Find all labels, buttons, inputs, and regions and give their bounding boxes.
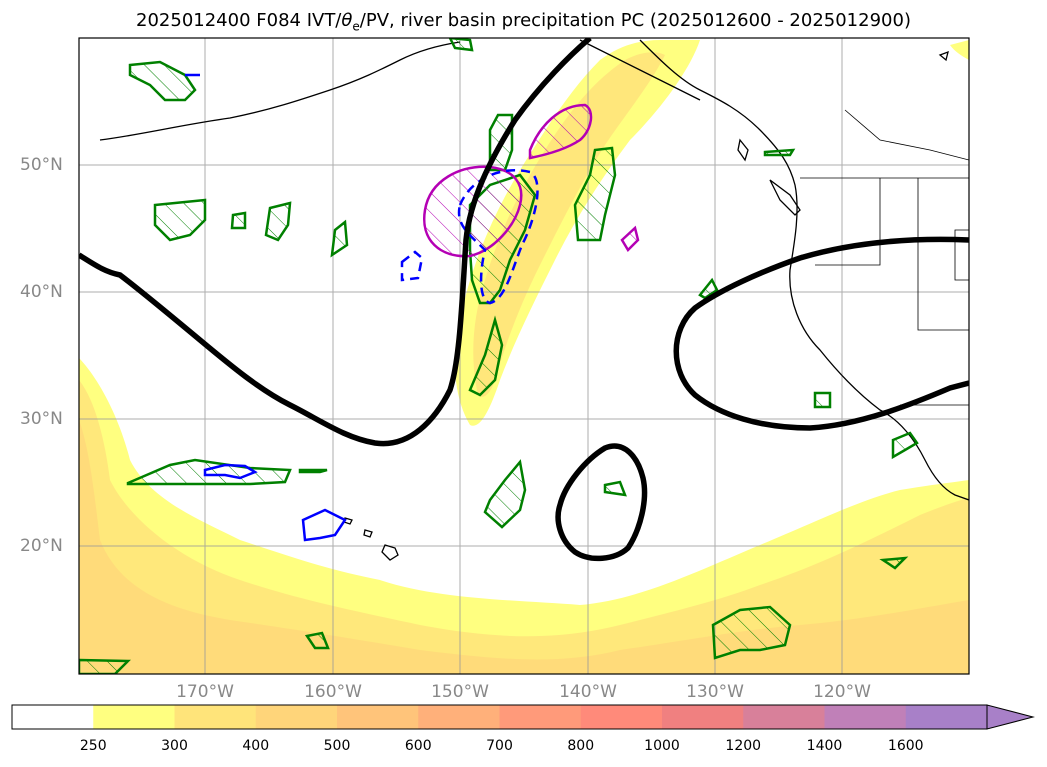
colorbar-tick-label: 700: [486, 738, 513, 754]
colorbar-tick-label: 1400: [806, 738, 843, 754]
colorbar-segment: [174, 705, 257, 729]
lon-label-130w: 130°W: [686, 682, 744, 702]
colorbar-tick-label: 600: [404, 738, 432, 754]
lat-label-40n: 40°N: [20, 282, 63, 302]
map-plot: [78, 37, 970, 675]
colorbar-tick-label: 300: [161, 738, 188, 754]
ivt-top-right: [950, 40, 969, 60]
colorbar-segment: [499, 705, 582, 729]
haida-gwaii: [737, 138, 749, 162]
aleutian-islands: [99, 41, 461, 141]
colorbar-segment: [12, 705, 94, 729]
colorbar-segment: [418, 705, 500, 729]
colorbar-tick-label: 250: [79, 738, 107, 754]
lon-label-140w: 140°W: [559, 682, 617, 702]
colorbar-tick-label: 1600: [887, 738, 924, 754]
colorbar-segment: [580, 705, 663, 729]
colorbar-segment: [255, 705, 338, 729]
ivt-band-south-core: [79, 420, 969, 674]
lon-label-160w: 160°W: [304, 682, 362, 702]
lat-label-30n: 30°N: [20, 409, 63, 429]
ivt-band-south-inner: [79, 380, 969, 674]
maui: [363, 529, 373, 538]
colorbar-segment: [662, 705, 744, 729]
colorbar-frame: [11, 704, 988, 730]
jet-contours: [79, 38, 969, 562]
pv-contours-dashed: [400, 169, 539, 305]
colorbar-segment: [824, 705, 907, 729]
plot-frame: [78, 37, 970, 675]
pv-contours: [185, 73, 347, 542]
colorbar-segment: [743, 705, 825, 729]
colorbar-tick-label: 1200: [725, 738, 762, 754]
state-border-2: [917, 178, 969, 331]
lon-label-170w: 170°W: [176, 682, 234, 702]
state-border-1: [815, 178, 881, 266]
colorbar-tick-label: 800: [567, 738, 595, 754]
lon-label-120w: 120°W: [813, 682, 871, 702]
ivt-colorbar: [11, 704, 1035, 730]
hudson-region: [938, 50, 949, 62]
lon-label-150w: 150°W: [431, 682, 489, 702]
colorbar-segment: [905, 705, 988, 729]
colorbar-tick-label: 1000: [644, 738, 680, 754]
map-title: 2025012400 F084 IVT/θe/PV, river basin p…: [136, 10, 911, 34]
lat-label-50n: 50°N: [20, 155, 63, 175]
vancouver-island: [769, 179, 801, 216]
colorbar-segment: [337, 705, 419, 729]
colorbar-tick-label: 400: [242, 738, 270, 754]
hawaii-island: [381, 544, 399, 561]
lat-label-20n: 20°N: [20, 536, 63, 556]
ivt-plume: [454, 40, 700, 426]
colorbar-extend-arrow: [986, 704, 1035, 730]
state-border-3: [954, 229, 969, 281]
colorbar-segment: [93, 705, 175, 729]
canada-interior: [844, 109, 969, 161]
colorbar-tick-label: 500: [323, 738, 351, 754]
alaska-coast: [579, 39, 701, 101]
